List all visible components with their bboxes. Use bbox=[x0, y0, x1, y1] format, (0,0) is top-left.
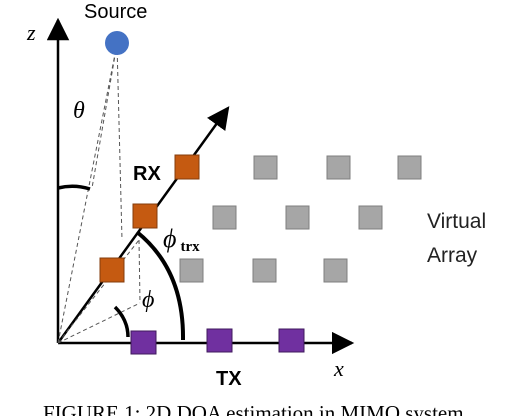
tx-element bbox=[278, 328, 305, 353]
source-node bbox=[105, 31, 129, 55]
rx-element bbox=[99, 257, 125, 283]
x-axis-label: x bbox=[333, 356, 344, 381]
virtual-element bbox=[358, 205, 383, 230]
virtual-element bbox=[179, 258, 204, 283]
rx-element bbox=[132, 203, 158, 229]
tx-label: TX bbox=[216, 368, 242, 390]
theta-arc bbox=[57, 184, 91, 191]
rx-element bbox=[174, 154, 200, 180]
virtual-element bbox=[252, 258, 277, 283]
theta-label: θ bbox=[73, 98, 85, 124]
virtual-element bbox=[212, 205, 237, 230]
phi-trx-symbol: ϕ bbox=[163, 224, 176, 253]
phi-label: ϕ bbox=[142, 287, 154, 313]
tx-element bbox=[130, 330, 157, 355]
virtual-element bbox=[397, 155, 422, 180]
figure-caption: FIGURE 1: 2D DOA estimation in MIMO syst… bbox=[43, 401, 464, 416]
virtual-array-label-line1: Virtual bbox=[427, 210, 486, 233]
rx-label: RX bbox=[133, 163, 161, 185]
tx-array bbox=[130, 328, 305, 355]
phi-trx-label: ϕ trx bbox=[163, 224, 200, 255]
virtual-array-label-line2: Array bbox=[427, 244, 478, 267]
phi-arc bbox=[113, 305, 130, 338]
virtual-array bbox=[179, 155, 422, 283]
virtual-element bbox=[323, 258, 348, 283]
phi-trx-arc bbox=[135, 230, 186, 341]
dashed-lines bbox=[57, 43, 141, 344]
virtual-element bbox=[253, 155, 278, 180]
source-label: Source bbox=[84, 1, 147, 23]
virtual-element bbox=[326, 155, 351, 180]
tx-element bbox=[206, 328, 233, 353]
phi-trx-subscript: trx bbox=[180, 239, 200, 255]
rx-array bbox=[99, 154, 200, 283]
virtual-element bbox=[285, 205, 310, 230]
z-axis-label: z bbox=[26, 20, 36, 45]
